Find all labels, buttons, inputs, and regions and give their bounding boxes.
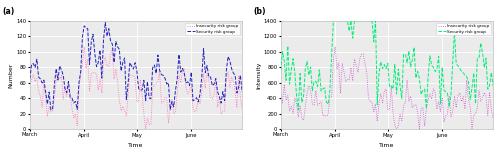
- Legend: Insecurity risk group, Security risk group: Insecurity risk group, Security risk gro…: [185, 23, 240, 35]
- Text: (a): (a): [2, 7, 14, 16]
- Security risk group: [416, 78, 422, 79]
- Security risk group: [227, 60, 233, 62]
- Insecurity risk group: [142, 128, 148, 130]
- Insecurity risk group: [490, 117, 496, 119]
- Line: Security risk group: Security risk group: [281, 21, 493, 110]
- Insecurity risk group: [227, 86, 233, 88]
- Security risk group: [97, 49, 103, 51]
- Insecurity risk group: [416, 128, 422, 130]
- Text: (b): (b): [253, 7, 266, 16]
- Insecurity risk group: [97, 79, 103, 81]
- Insecurity risk group: [146, 124, 152, 126]
- Security risk group: [48, 109, 54, 111]
- Y-axis label: Intensity: Intensity: [256, 61, 261, 89]
- Security risk group: [486, 85, 492, 86]
- Line: Insecurity risk group: Insecurity risk group: [281, 47, 493, 129]
- Insecurity risk group: [397, 113, 403, 115]
- Insecurity risk group: [27, 83, 33, 85]
- Insecurity risk group: [348, 67, 354, 69]
- Insecurity risk group: [332, 46, 338, 48]
- Security risk group: [490, 85, 496, 87]
- Insecurity risk group: [486, 91, 492, 93]
- Insecurity risk group: [394, 128, 400, 130]
- Line: Security risk group: Security risk group: [30, 22, 242, 110]
- Security risk group: [296, 109, 302, 111]
- Security risk group: [102, 22, 108, 23]
- Insecurity risk group: [236, 75, 242, 77]
- Insecurity risk group: [166, 122, 172, 124]
- Security risk group: [478, 42, 484, 44]
- Security risk group: [397, 85, 403, 87]
- Security risk group: [239, 91, 245, 93]
- Security risk group: [328, 53, 334, 55]
- Security risk group: [278, 69, 284, 71]
- Insecurity risk group: [478, 100, 484, 102]
- Security risk group: [330, 20, 336, 22]
- Security risk group: [146, 97, 152, 99]
- Y-axis label: Number: Number: [8, 62, 14, 88]
- Insecurity risk group: [81, 46, 87, 48]
- Insecurity risk group: [76, 87, 82, 89]
- Security risk group: [236, 86, 242, 88]
- Legend: Insecurity risk group, Security risk group: Insecurity risk group, Security risk gro…: [436, 23, 491, 35]
- X-axis label: Time: Time: [379, 143, 394, 148]
- Security risk group: [78, 70, 84, 72]
- X-axis label: Time: Time: [128, 143, 144, 148]
- Line: Insecurity risk group: Insecurity risk group: [30, 47, 242, 129]
- Security risk group: [166, 82, 172, 84]
- Security risk group: [27, 78, 33, 80]
- Security risk group: [350, 37, 356, 39]
- Insecurity risk group: [327, 97, 333, 98]
- Insecurity risk group: [278, 93, 284, 94]
- Insecurity risk group: [239, 108, 245, 110]
